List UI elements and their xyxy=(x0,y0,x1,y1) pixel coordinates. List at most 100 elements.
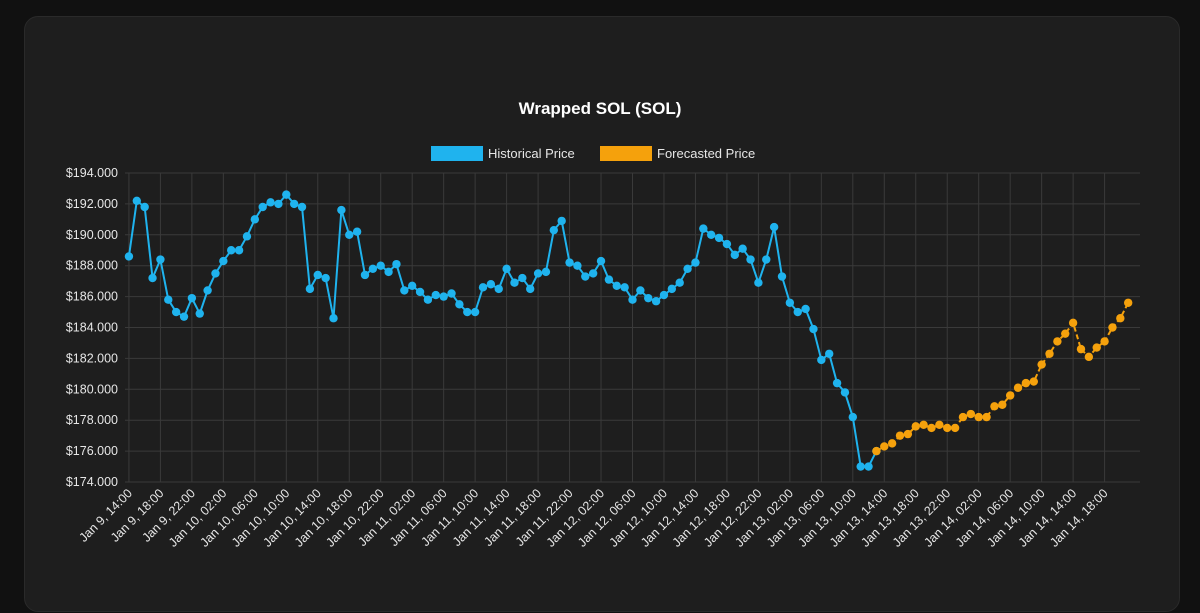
legend-label-forecast[interactable]: Forecasted Price xyxy=(657,146,755,161)
forecast-point xyxy=(1108,323,1117,332)
historical-point xyxy=(289,199,299,209)
historical-point xyxy=(486,280,496,289)
historical-point xyxy=(628,295,637,304)
historical-point xyxy=(132,196,142,206)
historical-point xyxy=(179,312,189,321)
historical-point xyxy=(376,261,385,270)
historical-point xyxy=(636,286,645,295)
y-tick-label: $180.000 xyxy=(66,382,118,396)
historical-point xyxy=(368,264,378,273)
historical-point xyxy=(266,198,275,207)
forecast-point xyxy=(1123,298,1133,307)
historical-point xyxy=(400,286,409,295)
historical-point xyxy=(305,284,315,294)
forecast-point xyxy=(911,422,920,431)
forecast-point xyxy=(895,431,905,440)
historical-point xyxy=(227,246,236,255)
historical-point xyxy=(439,292,448,301)
forecast-point xyxy=(919,420,928,430)
forecast-point xyxy=(998,400,1007,409)
historical-point xyxy=(699,224,708,233)
historical-point xyxy=(250,215,260,224)
historical-point xyxy=(840,388,850,397)
historical-point xyxy=(384,267,393,277)
historical-point xyxy=(313,270,322,280)
y-tick-label: $178.000 xyxy=(66,413,118,427)
historical-point xyxy=(785,298,795,307)
legend-swatch-historical[interactable] xyxy=(431,146,483,161)
historical-point xyxy=(832,378,842,388)
historical-point xyxy=(722,239,732,249)
forecast-point xyxy=(1045,349,1054,358)
legend-swatch-forecast[interactable] xyxy=(600,146,652,161)
historical-point xyxy=(415,287,425,297)
historical-point xyxy=(675,278,684,287)
historical-point xyxy=(738,244,747,253)
historical-point xyxy=(392,259,401,269)
forecast-point xyxy=(887,439,897,448)
forecast-point xyxy=(966,409,976,419)
historical-point xyxy=(156,255,165,264)
historical-point xyxy=(140,202,149,212)
historical-point xyxy=(337,205,346,215)
historical-point xyxy=(730,250,739,260)
forecast-point xyxy=(950,423,960,433)
historical-point xyxy=(124,252,134,261)
historical-point xyxy=(541,267,551,277)
historical-point xyxy=(581,272,590,281)
forecast-point xyxy=(935,420,944,430)
historical-point xyxy=(321,273,330,283)
historical-point xyxy=(604,275,614,284)
forecast-point xyxy=(1021,378,1031,388)
historical-point xyxy=(297,202,307,212)
historical-point xyxy=(203,286,212,295)
forecast-point xyxy=(943,423,952,433)
forecast-point xyxy=(1037,360,1046,369)
historical-point xyxy=(533,269,543,278)
forecast-point xyxy=(1005,391,1015,400)
historical-point xyxy=(518,273,527,283)
y-axis-ticks: $194.000 $192.000 $190.000 $188.000 $186.000… xyxy=(66,166,118,489)
forecast-point xyxy=(958,412,968,422)
forecast-point xyxy=(1068,318,1078,328)
historical-point xyxy=(282,190,291,199)
historical-point xyxy=(817,355,826,365)
forecast-point xyxy=(927,423,936,433)
historical-point xyxy=(573,261,582,270)
historical-point xyxy=(502,264,511,273)
forecast-point xyxy=(1053,337,1062,346)
historical-point xyxy=(769,222,779,232)
y-tick-label: $176.000 xyxy=(66,444,118,458)
historical-point xyxy=(242,232,252,241)
historical-point xyxy=(274,199,283,209)
forecast-point xyxy=(1100,337,1109,346)
historical-point xyxy=(345,230,354,239)
legend: Historical Price Forecasted Price xyxy=(431,146,755,161)
historical-point xyxy=(407,281,417,290)
historical-point xyxy=(706,230,716,239)
historical-point xyxy=(219,256,228,266)
forecast-point xyxy=(982,412,991,422)
historical-point xyxy=(211,269,220,278)
y-tick-label: $190.000 xyxy=(66,228,118,242)
historical-point xyxy=(620,283,629,292)
y-tick-label: $186.000 xyxy=(66,290,118,304)
historical-price-line xyxy=(127,193,878,468)
forecast-point xyxy=(1061,329,1070,338)
forecast-point xyxy=(1013,383,1023,392)
historical-point xyxy=(431,290,440,300)
y-tick-label: $188.000 xyxy=(66,259,118,273)
y-tick-label: $174.000 xyxy=(66,475,118,489)
historical-point xyxy=(258,202,267,212)
grid xyxy=(125,172,1140,483)
historical-point xyxy=(565,258,574,267)
historical-point xyxy=(352,227,362,236)
historical-point xyxy=(329,314,338,323)
forecast-point xyxy=(974,412,983,422)
historical-point xyxy=(455,300,464,309)
chart-title: Wrapped SOL (SOL) xyxy=(519,99,682,118)
historical-point xyxy=(423,295,433,304)
historical-point xyxy=(478,283,488,292)
legend-label-historical[interactable]: Historical Price xyxy=(488,146,575,161)
